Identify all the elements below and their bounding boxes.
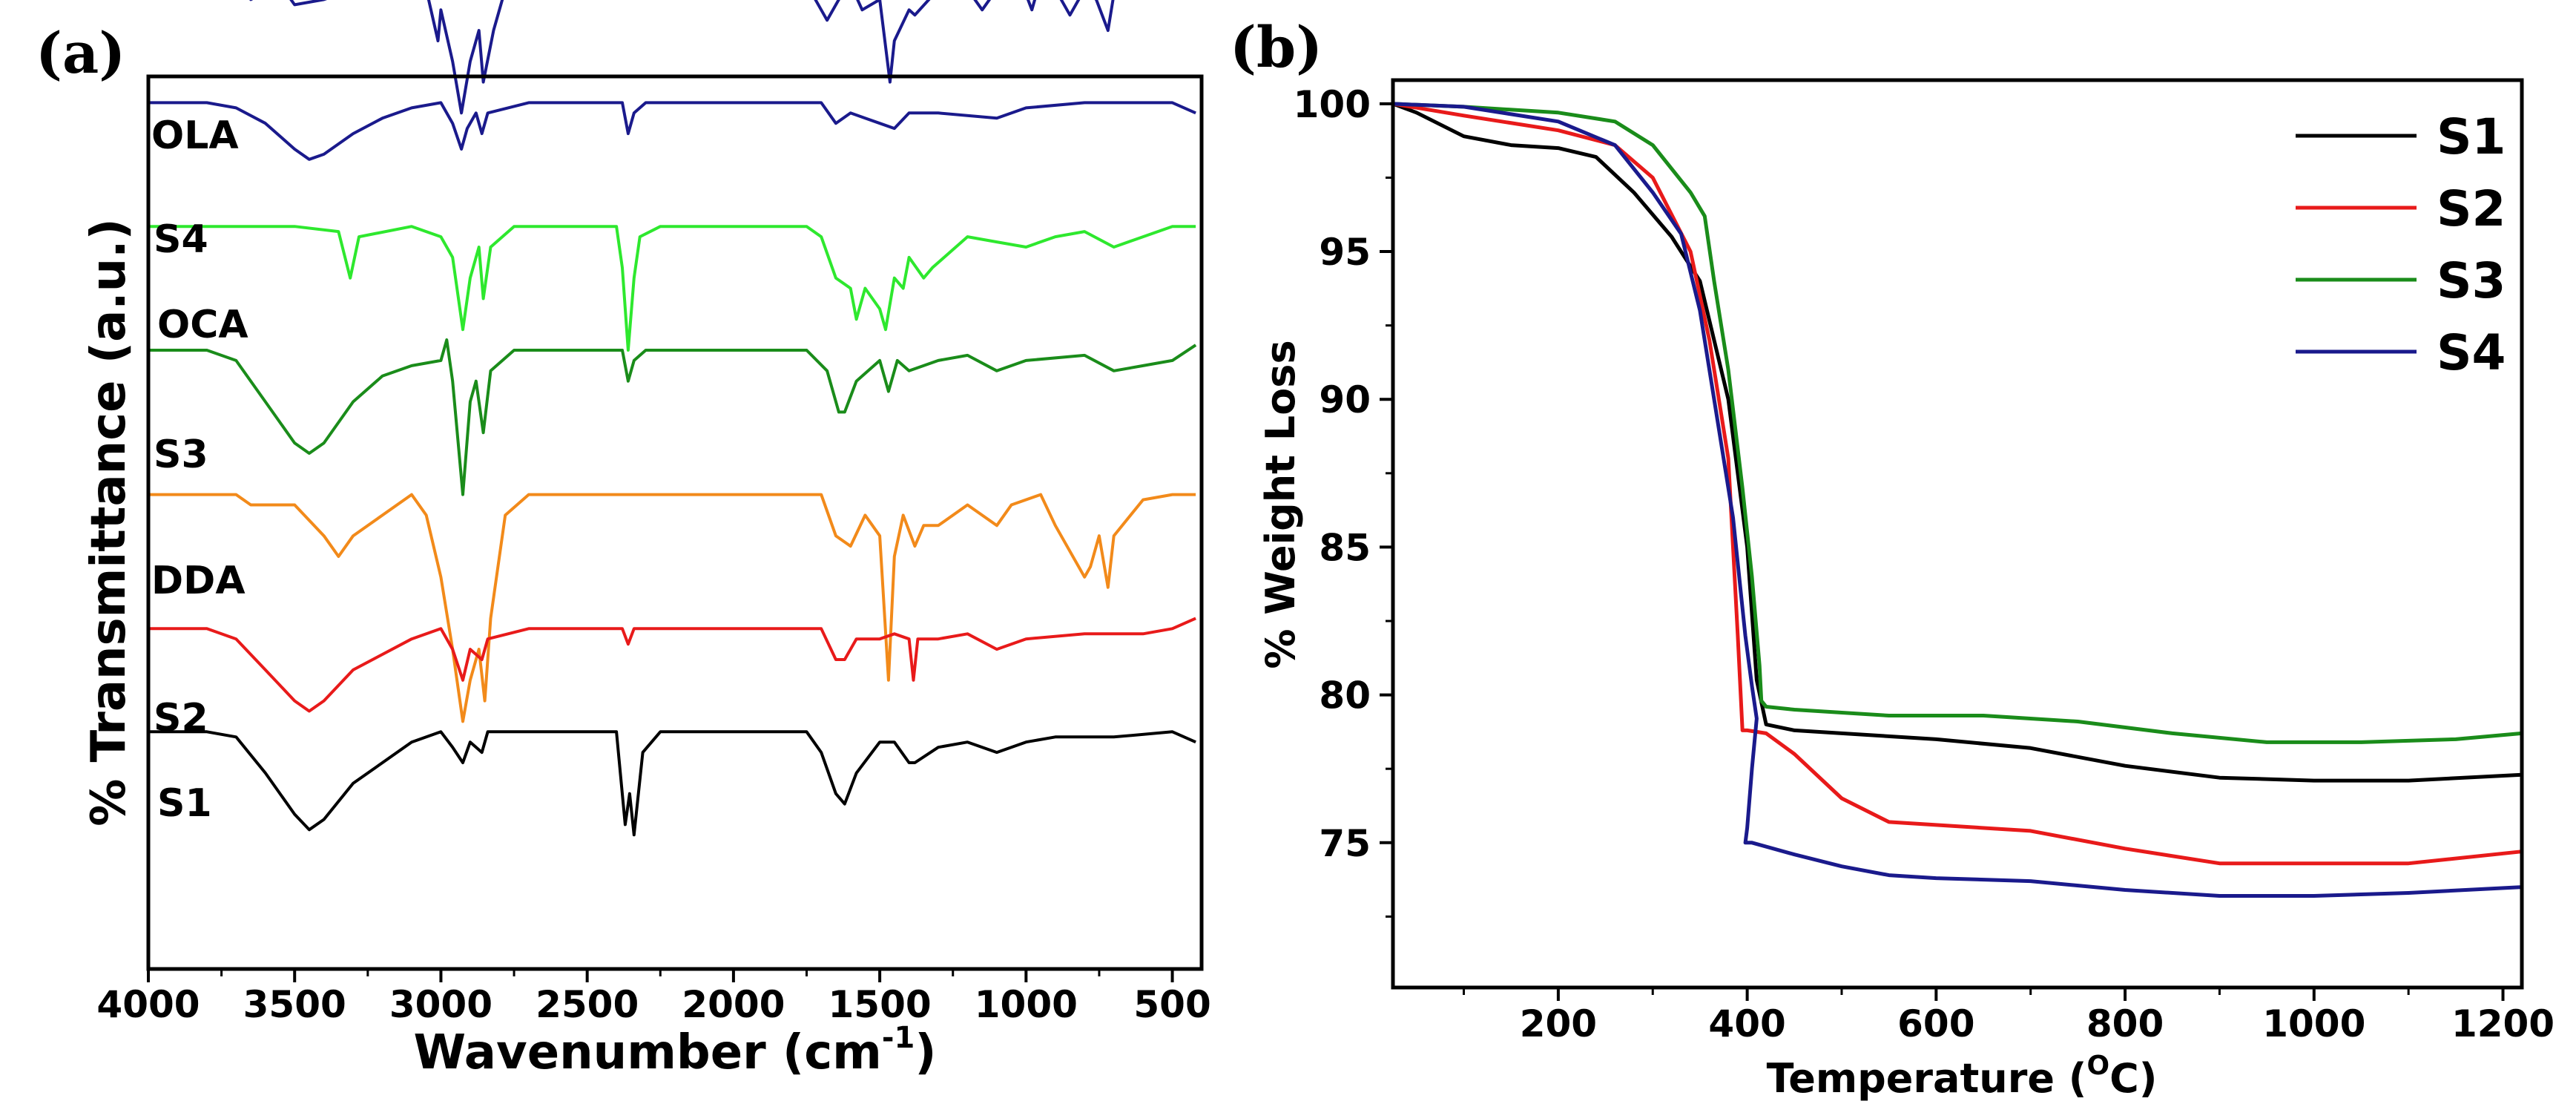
panel-a-x-axis-title-main: Wavenumber (cm	[413, 1025, 881, 1080]
x-tick-label: 3000	[389, 983, 493, 1026]
series-line-s3	[148, 338, 1197, 496]
panel-b-legend: S1 S2 S3 S4	[2296, 108, 2506, 381]
x-tick-label: 600	[1897, 1002, 1974, 1045]
panel-b-y-axis-title: % Weight Loss	[1257, 340, 1304, 668]
series-label-dda: DDA	[151, 559, 246, 603]
series-label-s3: S3	[154, 433, 208, 477]
x-tick-label: 200	[1520, 1002, 1597, 1045]
panel-b-x-axis-title-main: Temperature (	[1767, 1055, 2087, 1102]
series-line-dda	[148, 493, 1196, 723]
legend-label-s2: S2	[2437, 180, 2506, 237]
legend-label-s3: S3	[2437, 252, 2506, 309]
y-tick-label: 90	[1319, 378, 1371, 421]
panel-a-plot-frame	[146, 74, 1204, 971]
panel-a-ftir-chart: (a) OLA S4 OCA S3 DDA S2 S1 4000 3500 3000 2500 20…	[36, 0, 1211, 1080]
panel-a-x-axis-title: Wavenumber (cm-1)	[413, 1021, 936, 1080]
panel-a-x-axis-title-close: )	[915, 1025, 936, 1080]
x-tick-label: 1500	[829, 983, 932, 1026]
panel-a-letter: (a)	[36, 20, 125, 86]
series-line-s4	[1392, 102, 2523, 898]
x-tick-label: 400	[1708, 1002, 1785, 1045]
x-tick-label: 800	[2086, 1002, 2164, 1045]
series-label-ola: OLA	[151, 114, 239, 158]
panel-b-letter: (b)	[1230, 14, 1322, 80]
series-line-s2	[148, 617, 1196, 713]
panel-b-x-axis: 200 400 600 800 1000 1200	[1463, 988, 2554, 1045]
y-tick-label: 80	[1319, 674, 1371, 717]
panel-a-curves	[148, 0, 1197, 837]
series-label-oca: OCA	[157, 303, 248, 347]
panel-a-series-labels: OLA S4 OCA S3 DDA S2 S1	[151, 114, 248, 826]
panel-b-x-axis-title-superscript: O	[2086, 1051, 2109, 1081]
series-label-s4: S4	[154, 217, 208, 262]
x-tick-label: 1200	[2451, 1002, 2554, 1045]
panel-b-x-axis-title: Temperature (OC)	[1767, 1051, 2158, 1102]
series-line-s1	[148, 730, 1196, 837]
series-line-s4	[148, 101, 1196, 161]
x-tick-label: 1000	[2262, 1002, 2365, 1045]
series-label-s2: S2	[154, 696, 208, 740]
legend-label-s1: S1	[2437, 108, 2506, 165]
x-tick-label: 2000	[682, 983, 785, 1026]
y-tick-label: 75	[1319, 822, 1371, 865]
x-tick-label: 2500	[536, 983, 639, 1026]
x-tick-label: 4000	[96, 983, 200, 1026]
panel-a-x-axis-title-superscript: -1	[882, 1021, 915, 1055]
series-line-ola	[249, 0, 1115, 115]
panel-a-x-axis: 4000 3500 3000 2500 2000 1500 1000 500	[96, 969, 1211, 1026]
panel-b-y-axis: 75 80 85 90 95 100	[1294, 83, 1393, 918]
x-tick-label: 3500	[243, 983, 346, 1026]
series-line-oca	[148, 225, 1196, 352]
series-line-s3	[1392, 102, 2523, 744]
panel-b-x-axis-title-close: C)	[2109, 1055, 2157, 1102]
legend-label-s4: S4	[2437, 324, 2506, 381]
panel-a-y-axis-title: % Transmittance (a.u.)	[82, 218, 136, 827]
series-line-s1	[1392, 102, 2523, 783]
panel-b-curves	[1392, 102, 2523, 898]
y-tick-label: 100	[1294, 83, 1371, 126]
panel-b-tga-chart: (b) 200 400 600 800 1000 1200 75 80 85 90 95 100 S…	[1230, 14, 2554, 1102]
series-label-s1: S1	[157, 781, 212, 826]
x-tick-label: 1000	[975, 983, 1078, 1026]
y-tick-label: 85	[1319, 526, 1371, 569]
y-tick-label: 95	[1319, 231, 1371, 274]
panel-b-plot-frame	[1391, 78, 2524, 990]
x-tick-label: 500	[1133, 983, 1210, 1026]
